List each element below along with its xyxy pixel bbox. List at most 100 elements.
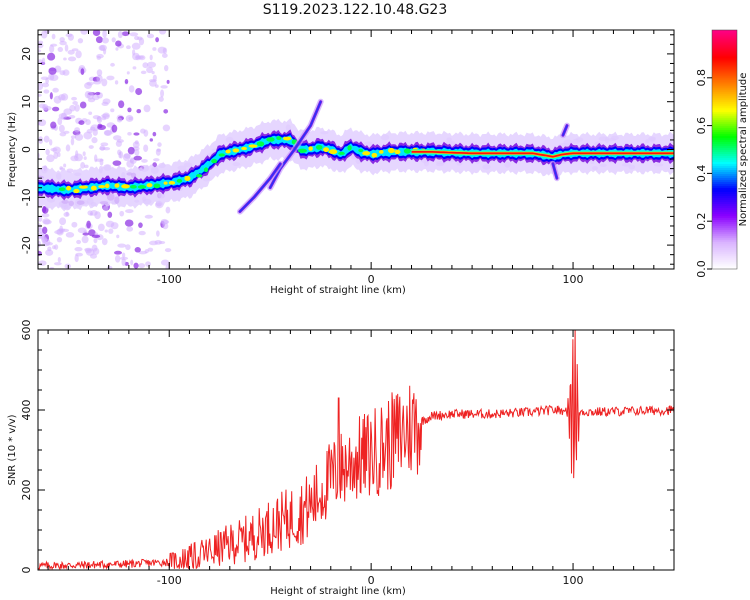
noise-blob <box>121 258 126 266</box>
colorbar-swatch <box>712 251 737 254</box>
noise-blob <box>70 137 75 146</box>
noise-blob <box>77 38 84 44</box>
colorbar-swatch <box>712 167 737 171</box>
colorbar-swatch <box>712 59 737 63</box>
colorbar-swatch <box>712 211 737 214</box>
noise-blob <box>126 71 130 75</box>
colorbar-swatch <box>712 43 737 47</box>
noise-blob <box>67 49 75 55</box>
colorbar-frame <box>711 29 738 270</box>
colorbar-swatch <box>712 31 737 35</box>
noise-blob <box>125 209 134 214</box>
top-x-tick-label: 100 <box>563 273 584 286</box>
noise-blob <box>68 114 76 119</box>
colorbar-swatch <box>712 137 737 141</box>
noise-blob <box>63 163 67 168</box>
noise-blob <box>65 33 73 38</box>
colorbar-swatch <box>712 149 737 153</box>
noise-blob <box>81 235 89 244</box>
track-peak <box>137 185 147 189</box>
track-peak <box>146 183 153 188</box>
noise-blob <box>160 89 165 98</box>
bottom-y-tick-label: 400 <box>20 400 33 421</box>
colorbar-swatch <box>712 175 737 178</box>
noise-blob <box>146 66 153 74</box>
noise-blob <box>107 211 113 218</box>
noise-blob <box>156 230 160 237</box>
noise-blob <box>42 238 51 247</box>
noise-blob <box>58 113 68 119</box>
colorbar-swatch <box>712 157 737 161</box>
noise-blob <box>149 54 153 61</box>
track-peak <box>196 173 203 178</box>
noise-blob <box>127 107 132 113</box>
colorbar-swatch <box>712 77 737 81</box>
noise-blob <box>38 93 42 97</box>
noise-blob <box>153 158 160 162</box>
colorbar-swatch <box>712 165 737 169</box>
colorbar-swatch <box>712 267 737 270</box>
noise-blob <box>72 101 78 105</box>
noise-blob <box>86 91 94 100</box>
colorbar-swatch <box>712 187 737 190</box>
colorbar-swatch <box>712 255 737 258</box>
noise-blob <box>93 237 98 244</box>
bottom-y-tick-label: 0 <box>20 567 33 574</box>
bottom-y-axis-label: SNR (10 * v/v) <box>7 414 18 485</box>
colorbar-swatch <box>712 119 737 123</box>
noise-blob <box>101 78 108 87</box>
noise-blob <box>76 239 82 245</box>
noise-blob <box>45 77 49 84</box>
track-peak <box>58 187 66 192</box>
colorbar-tick-label: 0.0 <box>695 260 708 278</box>
noise-blob <box>96 74 103 83</box>
noise-blob <box>52 245 56 250</box>
noise-blob <box>57 117 63 126</box>
noise-blob <box>52 87 59 93</box>
colorbar-swatch <box>712 225 737 228</box>
noise-blob <box>134 140 139 145</box>
colorbar-swatch <box>712 159 737 163</box>
noise-blob <box>50 43 58 47</box>
colorbar-swatch <box>712 231 737 234</box>
colorbar-swatch <box>712 239 737 242</box>
noise-blob <box>142 62 149 69</box>
colorbar-swatch <box>712 245 737 248</box>
noise-blob <box>88 111 93 115</box>
track-peak <box>66 185 72 191</box>
noise-blob <box>38 215 43 222</box>
noise-blob <box>122 153 131 162</box>
noise-blob <box>134 247 141 253</box>
noise-blob <box>141 159 148 163</box>
track-peak <box>73 188 80 194</box>
noise-blob <box>160 259 170 266</box>
colorbar-swatch <box>712 201 737 204</box>
colorbar-swatch <box>712 139 737 143</box>
noise-blob <box>49 266 55 269</box>
colorbar-swatch <box>712 101 737 105</box>
noise-blob <box>83 156 87 161</box>
track-peak <box>266 137 275 142</box>
noise-blob <box>47 52 56 61</box>
colorbar-swatch <box>712 123 737 127</box>
noise-blob <box>65 144 71 152</box>
noise-blob <box>117 243 127 248</box>
noise-blob <box>57 46 64 52</box>
colorbar-swatch <box>712 51 737 55</box>
noise-blob <box>155 148 161 156</box>
colorbar-swatch <box>712 223 737 226</box>
noise-blob <box>86 220 91 229</box>
colorbar-tick-label: 0.4 <box>695 165 708 183</box>
noise-blob <box>111 124 118 133</box>
noise-blob <box>114 254 121 263</box>
noise-blob <box>133 262 139 269</box>
colorbar-swatch <box>712 173 737 176</box>
noise-blob <box>59 225 64 234</box>
noise-blob <box>118 151 122 159</box>
noise-blob <box>143 129 149 137</box>
noise-blob <box>48 67 57 75</box>
colorbar-swatch <box>712 135 737 139</box>
track-peak <box>114 183 120 188</box>
noise-blob <box>95 91 101 96</box>
